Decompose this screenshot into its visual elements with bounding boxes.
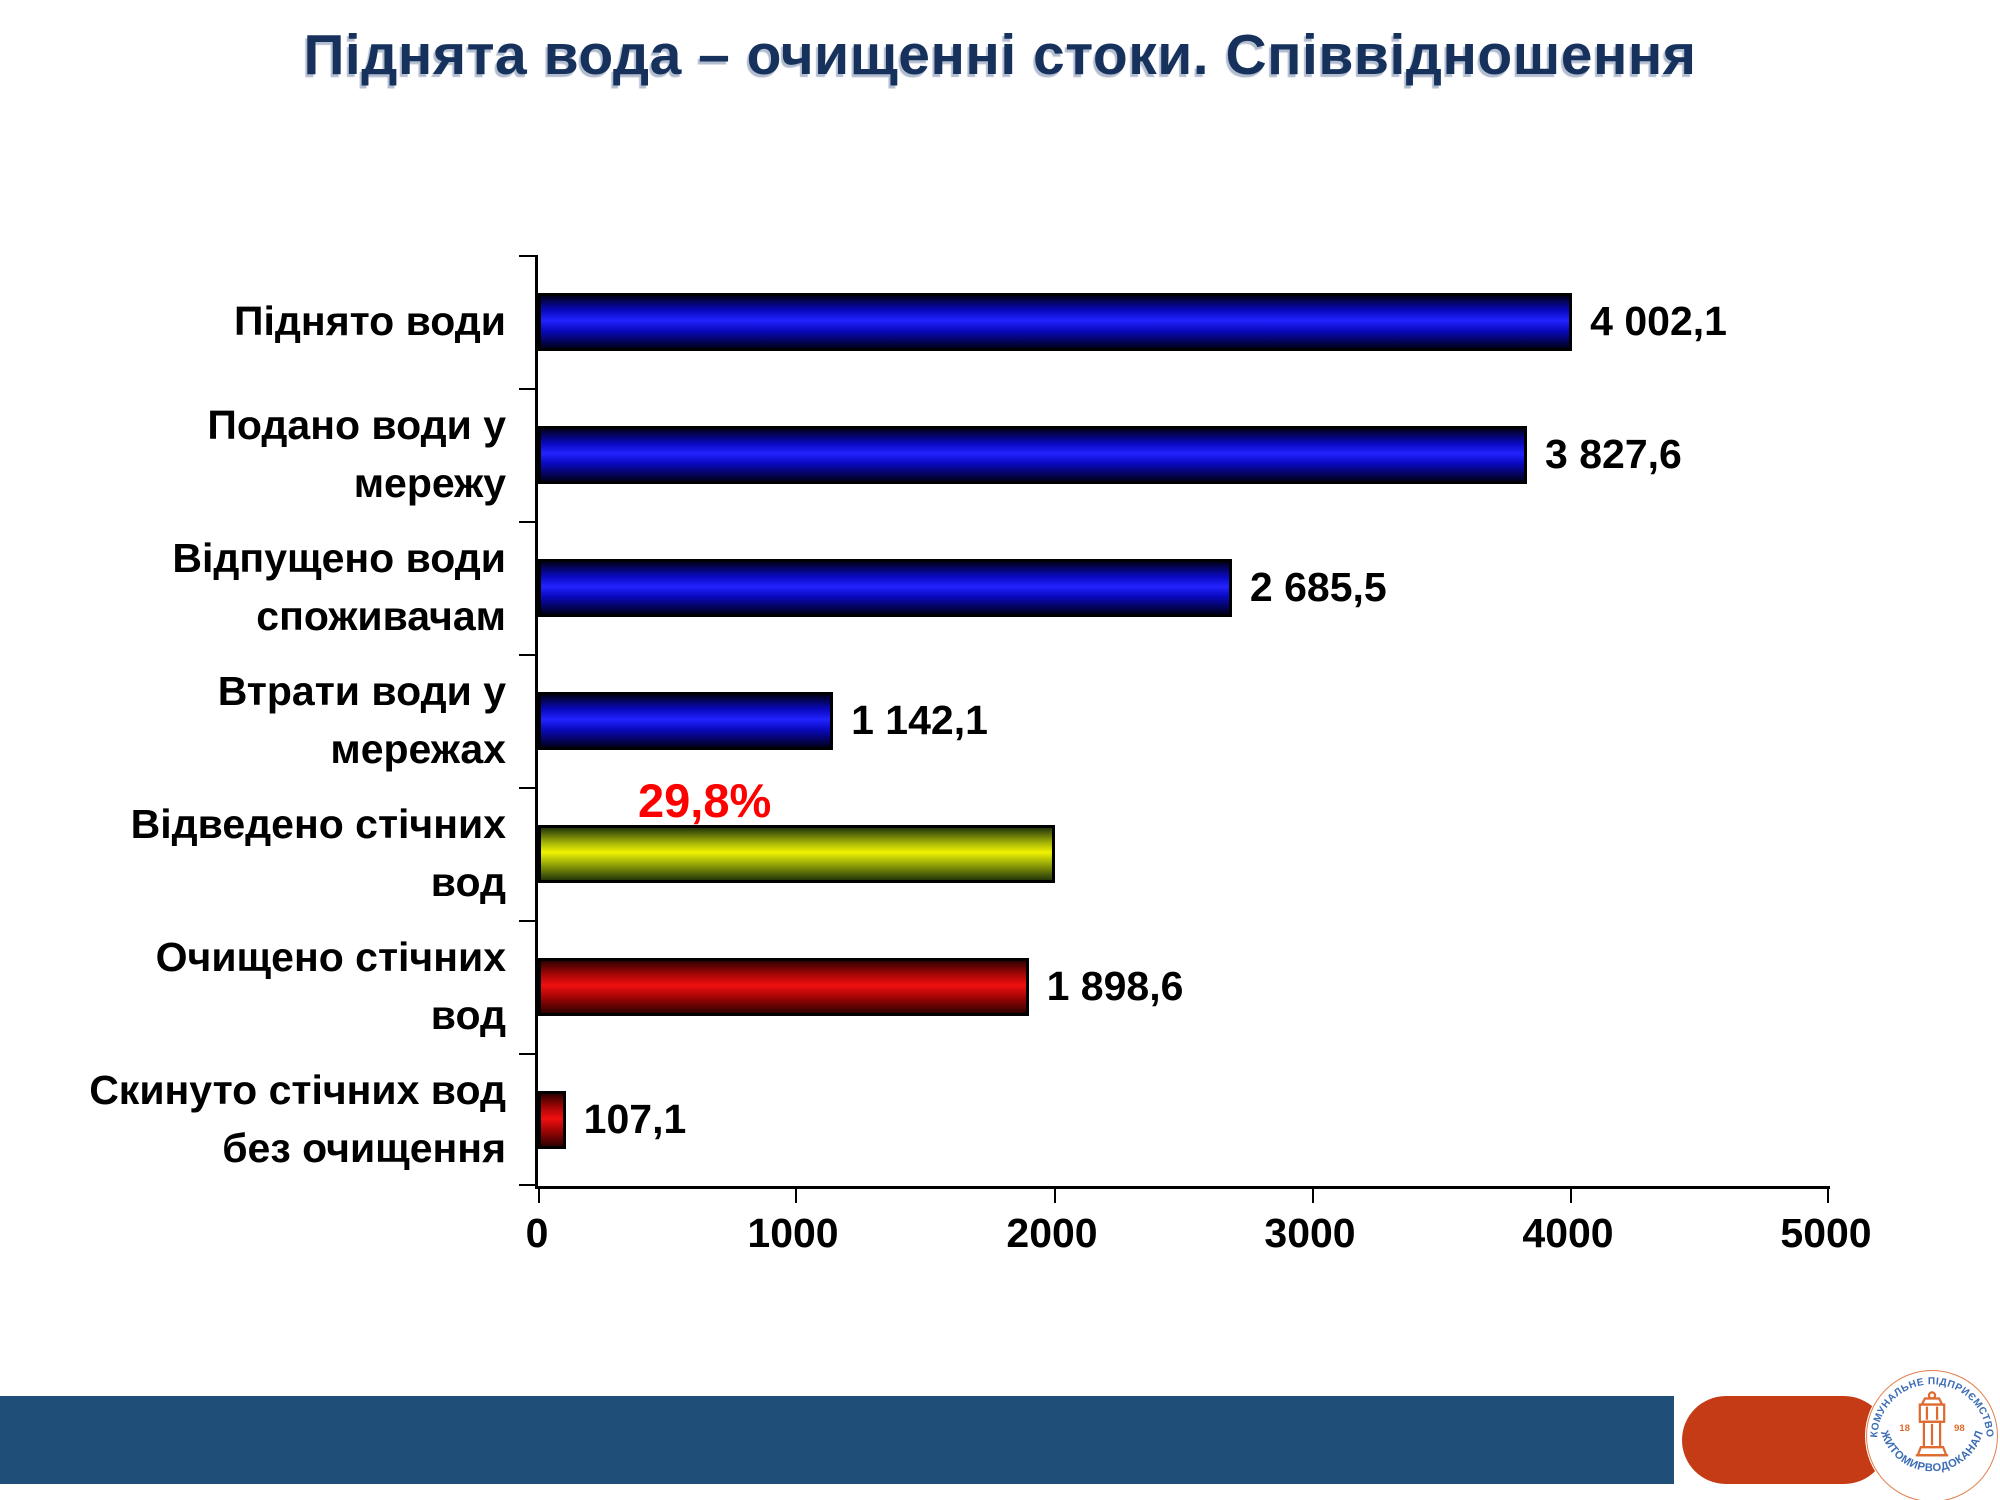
y-axis-tick	[519, 255, 535, 257]
bar-value-label: 1 142,1	[851, 697, 988, 743]
footer-band	[0, 1396, 1674, 1484]
category-label: Піднято води	[234, 297, 506, 344]
bar-pidnyato-vody	[538, 292, 1573, 351]
x-axis-tick	[1054, 1188, 1056, 1203]
bar-podano-vody	[538, 425, 1528, 484]
category-label: Очищено стічних вод	[155, 934, 506, 1038]
bar-row: 3 827,6	[538, 388, 1830, 521]
percent-annotation: 29,8%	[638, 774, 772, 827]
bar-row: 29,8%	[538, 774, 1830, 920]
x-tick-label: 2000	[1006, 1210, 1098, 1256]
x-axis-tick	[1312, 1188, 1314, 1203]
x-tick-label: 4000	[1522, 1210, 1614, 1256]
bar-vidvedeno-stichnyh	[538, 824, 1055, 883]
seal-year-right: 98	[1954, 1423, 1965, 1434]
company-seal-logo: КОМУНАЛЬНЕ ПІДПРИЄМСТВО ЖИТОМИРВОДОКАНАЛ…	[1865, 1369, 1999, 1500]
category-label: Втрати води у мережах	[217, 668, 506, 772]
y-axis-tick	[519, 388, 535, 390]
category-label: Подано води у мережу	[207, 402, 506, 506]
y-axis-tick	[519, 654, 535, 656]
bar-value-label: 107,1	[583, 1096, 687, 1142]
footer-capsule	[1682, 1396, 1888, 1484]
category-label: Скинуто стічних вод без очищення	[89, 1067, 506, 1171]
bar-ochyscheno-stichnyh	[538, 957, 1029, 1016]
category-labels: Піднято води Подано води у мережу Відпущ…	[80, 255, 520, 1186]
bar-skynuto-stichnyh	[538, 1090, 566, 1149]
category-label: Відведено стічних вод	[130, 801, 506, 905]
x-tick-label: 5000	[1780, 1210, 1872, 1256]
y-axis-tick	[519, 1184, 535, 1186]
bar-vtraty-vody	[538, 691, 834, 750]
bar-value-label: 1 898,6	[1046, 963, 1184, 1009]
bar-row: 107,1	[538, 1053, 1830, 1186]
seal-year-left: 18	[1899, 1423, 1910, 1434]
water-tower-icon	[1915, 1391, 1949, 1457]
bar-vidpuscheno-vody	[538, 558, 1232, 617]
bar-value-label: 2 685,5	[1249, 564, 1387, 610]
y-axis-tick	[519, 1053, 535, 1055]
y-axis-tick	[519, 521, 535, 523]
seal-ring	[1866, 1370, 1998, 1500]
x-tick-label: 0	[525, 1210, 549, 1256]
y-axis-tick	[519, 787, 535, 789]
bar-row: 4 002,1	[538, 255, 1830, 388]
bar-value-label: 4 002,1	[1590, 298, 1727, 344]
slide-title: Піднята вода – очищенні стоки. Співвідно…	[303, 23, 1697, 87]
x-axis-tick	[538, 1188, 540, 1203]
x-tick-label: 3000	[1264, 1210, 1356, 1256]
category-label: Відпущено води споживачам	[172, 535, 506, 639]
x-axis-tick	[1827, 1188, 1829, 1203]
bar-value-label: 3 827,6	[1545, 431, 1682, 477]
bar-row: 1 898,6	[538, 920, 1830, 1053]
plot-area: 4 002,1 3 827,6 2 685,5 1 142,1 29,8% 1 …	[519, 255, 1830, 1203]
bar-row: 1 142,1	[538, 654, 1830, 787]
x-tick-label: 1000	[747, 1210, 839, 1256]
y-axis-tick	[519, 920, 535, 922]
bar-row: 2 685,5	[538, 521, 1830, 654]
x-axis-tick	[1570, 1188, 1572, 1203]
x-axis-labels: 0 1000 2000 3000 4000 5000	[526, 1210, 1872, 1270]
x-axis-tick	[795, 1188, 797, 1203]
